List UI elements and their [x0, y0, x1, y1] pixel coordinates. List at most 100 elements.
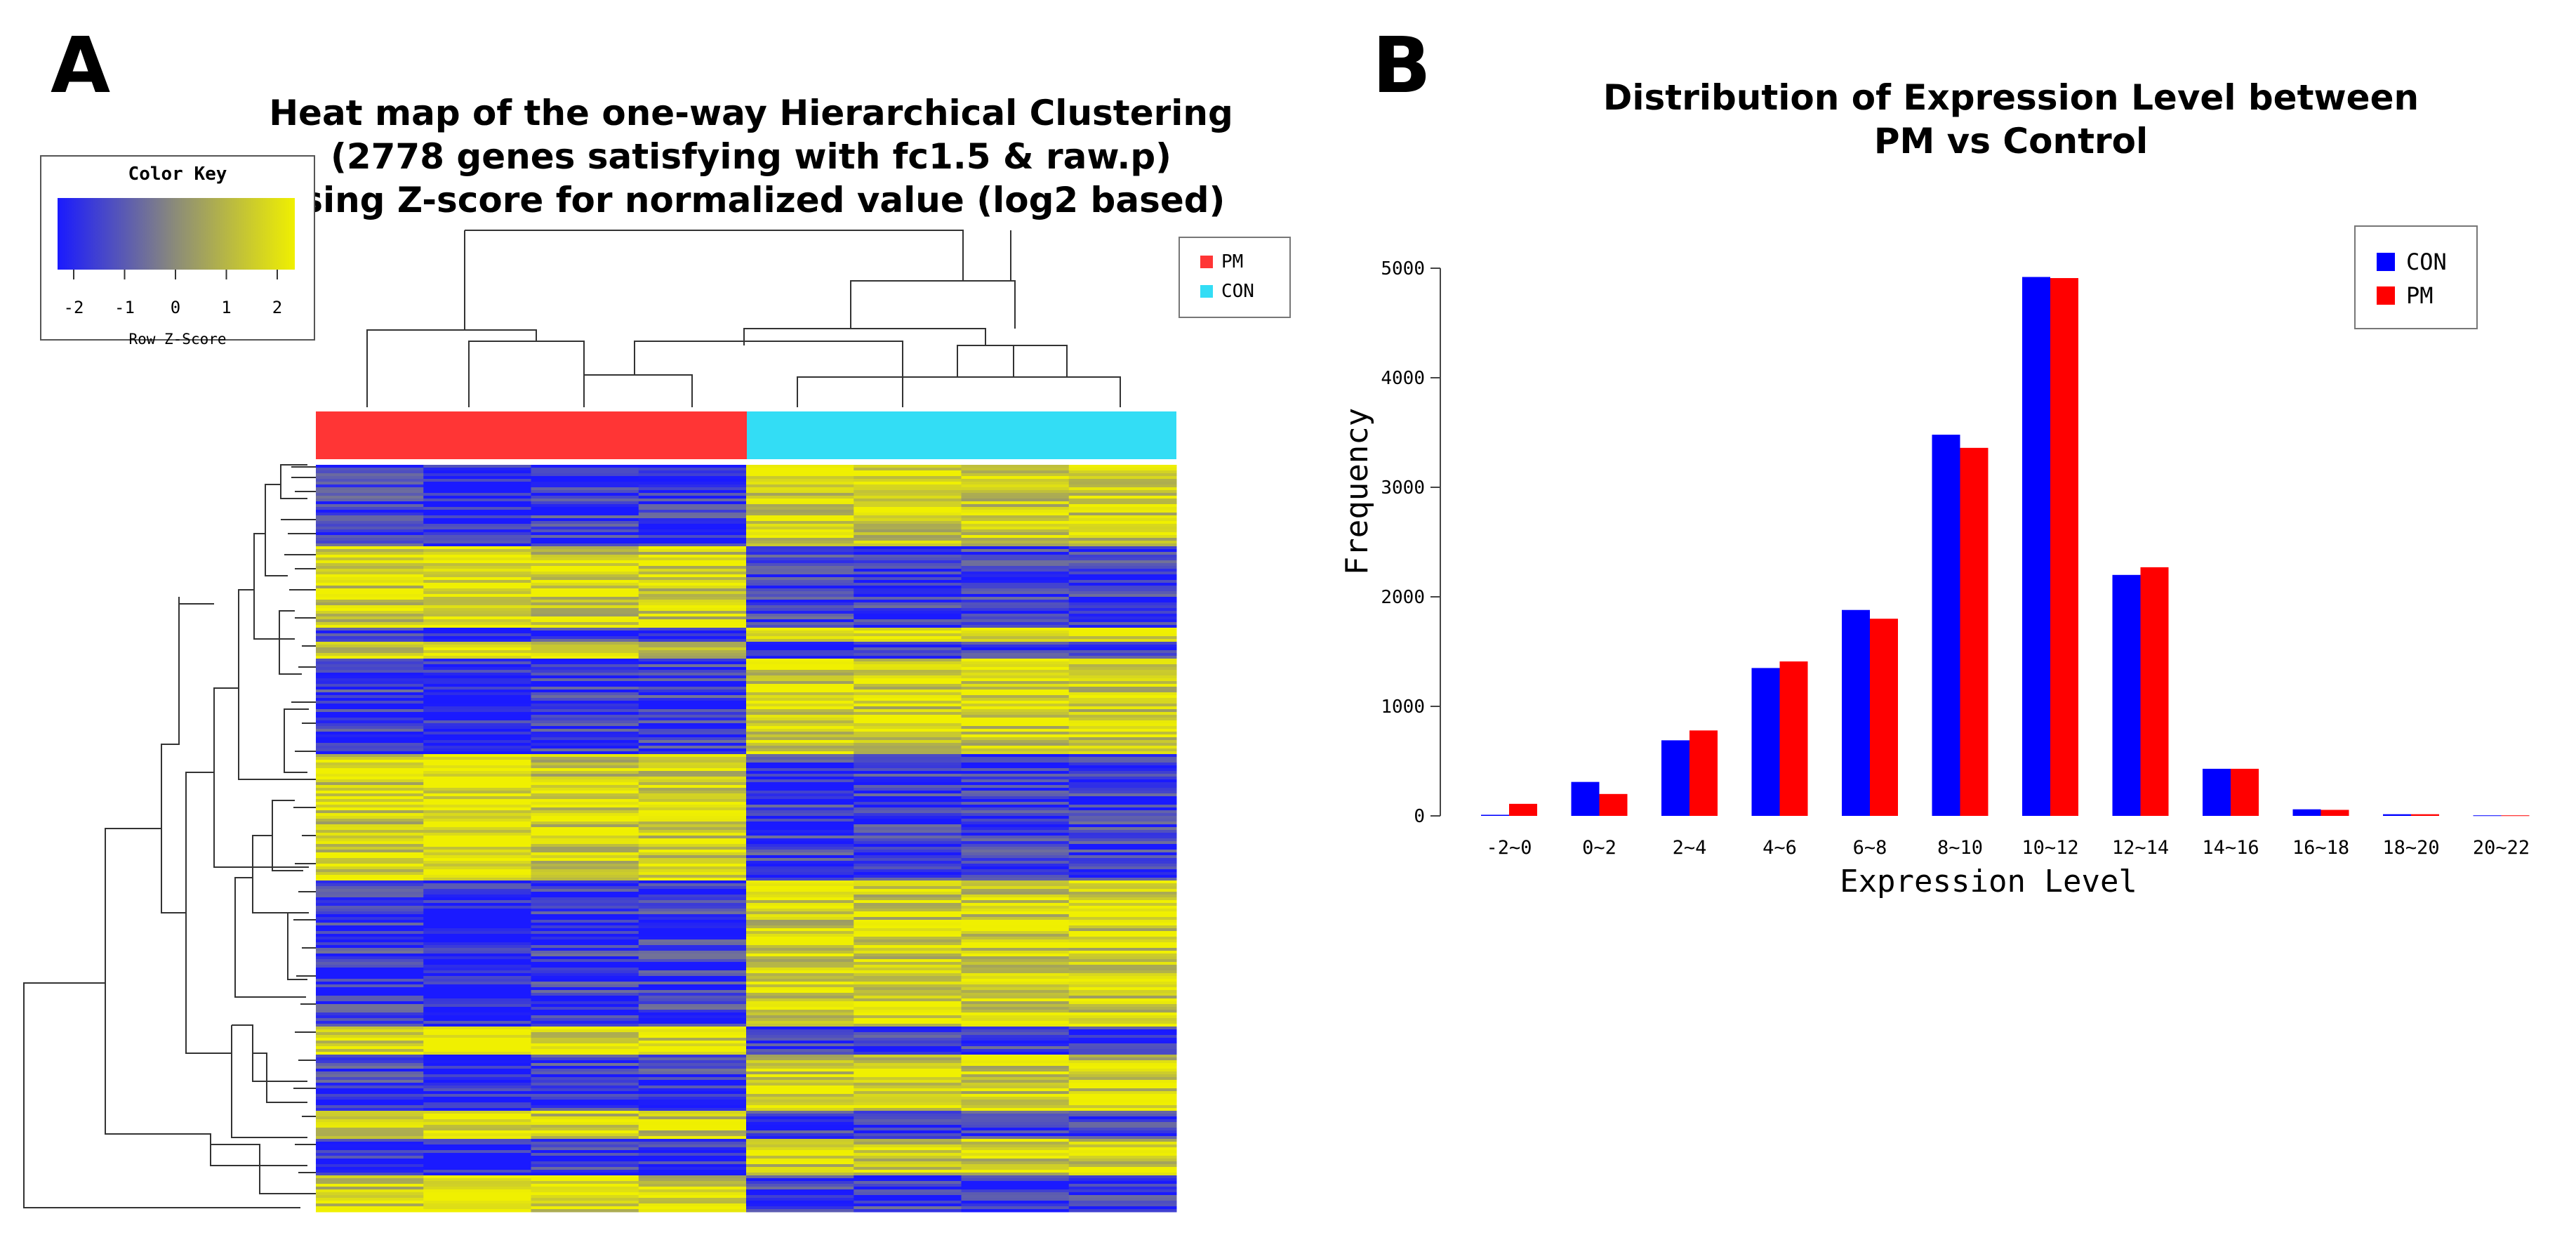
heatmap-cell	[638, 1122, 747, 1126]
heatmap-cell	[531, 900, 639, 904]
heatmap-cell	[316, 673, 424, 676]
heatmap-cell	[961, 765, 1070, 769]
heatmap-cell	[746, 1164, 854, 1168]
heatmap-cell	[1068, 928, 1177, 932]
heatmap-cell	[638, 1007, 747, 1010]
heatmap-cell	[531, 880, 639, 884]
heatmap-cell	[638, 844, 747, 847]
heatmap-cell	[854, 751, 962, 755]
y-axis-label: Frequency	[1339, 408, 1375, 575]
heatmap-cell	[1068, 605, 1177, 609]
heatmap-cell	[423, 566, 531, 569]
heatmap-cell	[638, 886, 747, 890]
heatmap-cell	[638, 810, 747, 814]
heatmap-cell	[746, 895, 854, 898]
heatmap-cell	[638, 647, 747, 651]
heatmap-cell	[531, 1184, 639, 1187]
heatmap-cell	[423, 939, 531, 943]
heatmap-cell	[638, 889, 747, 892]
heatmap-cell	[1068, 1083, 1177, 1086]
heatmap-cell	[746, 906, 854, 909]
heatmap-cell	[854, 681, 962, 685]
heatmap-cell	[854, 692, 962, 696]
heatmap-cell	[316, 911, 424, 915]
heatmap-cell	[746, 521, 854, 524]
heatmap-cell	[423, 650, 531, 654]
heatmap-cell	[423, 521, 531, 524]
heatmap-cell	[746, 695, 854, 699]
heatmap-cell	[423, 555, 531, 558]
heatmap-cell	[854, 695, 962, 699]
heatmap-cell	[746, 600, 854, 603]
heatmap-cell	[638, 979, 747, 982]
heatmap-cell	[746, 939, 854, 943]
heatmap-cell	[531, 706, 639, 710]
heatmap-cell	[854, 984, 962, 988]
heatmap-cell	[1068, 897, 1177, 901]
heatmap-cell	[316, 1164, 424, 1168]
heatmap-cell	[854, 858, 962, 862]
heatmap-cell	[961, 883, 1070, 887]
heatmap-cell	[531, 1018, 639, 1022]
heatmap-cell	[854, 934, 962, 937]
heatmap-cell	[531, 720, 639, 724]
heatmap-cell	[854, 777, 962, 780]
heatmap-cell	[423, 690, 531, 693]
heatmap-cell	[1068, 577, 1177, 581]
heatmap-cell	[531, 779, 639, 783]
heatmap-cell	[1068, 557, 1177, 561]
heatmap-cell	[638, 605, 747, 609]
heatmap-cell	[531, 1052, 639, 1055]
bar-legend-frame	[2354, 225, 2478, 329]
heatmap-cell	[531, 1041, 639, 1044]
heatmap-cell	[1068, 836, 1177, 839]
heatmap-cell	[961, 763, 1070, 766]
heatmap-cell	[423, 1060, 531, 1064]
heatmap-cell	[961, 793, 1070, 797]
heatmap-cell	[316, 909, 424, 912]
heatmap-cell	[316, 1139, 424, 1142]
heatmap-cell	[854, 493, 962, 496]
heatmap-cell	[746, 532, 854, 536]
heatmap-cell	[1068, 622, 1177, 626]
heatmap-cell	[423, 805, 531, 808]
heatmap-cell	[1068, 718, 1177, 721]
heatmap-cell	[531, 796, 639, 800]
heatmap-cell	[638, 771, 747, 774]
heatmap-cell	[316, 1128, 424, 1131]
heatmap-cell	[854, 597, 962, 600]
heatmap-cell	[316, 718, 424, 721]
heatmap-cell	[423, 1049, 531, 1053]
heatmap-cell	[746, 1142, 854, 1145]
heatmap-cell	[638, 701, 747, 704]
heatmap-cell	[316, 591, 424, 595]
heatmap-cell	[854, 673, 962, 676]
heatmap-cell	[316, 1142, 424, 1145]
heatmap-cell	[531, 628, 639, 631]
heatmap-cell	[746, 793, 854, 797]
heatmap-cell	[961, 998, 1070, 1002]
heatmap-cell	[746, 1175, 854, 1179]
heatmap-cell	[854, 1057, 962, 1061]
x-tick-label: 18~20	[2382, 837, 2439, 859]
group-color-bar	[316, 411, 1176, 459]
heatmap-cell	[531, 1156, 639, 1159]
heatmap-cell	[423, 833, 531, 836]
heatmap-cell	[423, 642, 531, 645]
heatmap-cell	[961, 1021, 1070, 1024]
heatmap-cell	[854, 892, 962, 895]
heatmap-cell	[423, 1007, 531, 1010]
heatmap-cell	[531, 1119, 639, 1123]
heatmap-cell	[423, 771, 531, 774]
bar-con-6~8	[1842, 609, 1870, 816]
heatmap-cell	[531, 914, 639, 918]
heatmap-cell	[1068, 1063, 1177, 1067]
heatmap-cell	[423, 819, 531, 822]
heatmap-cell	[854, 513, 962, 516]
heatmap-cell	[746, 639, 854, 642]
heatmap-cell	[423, 619, 531, 623]
y-tick-label: 4000	[1381, 368, 1425, 389]
heatmap-cell	[1068, 1192, 1177, 1196]
heatmap-cell	[746, 740, 854, 744]
heatmap-cell	[316, 560, 424, 564]
